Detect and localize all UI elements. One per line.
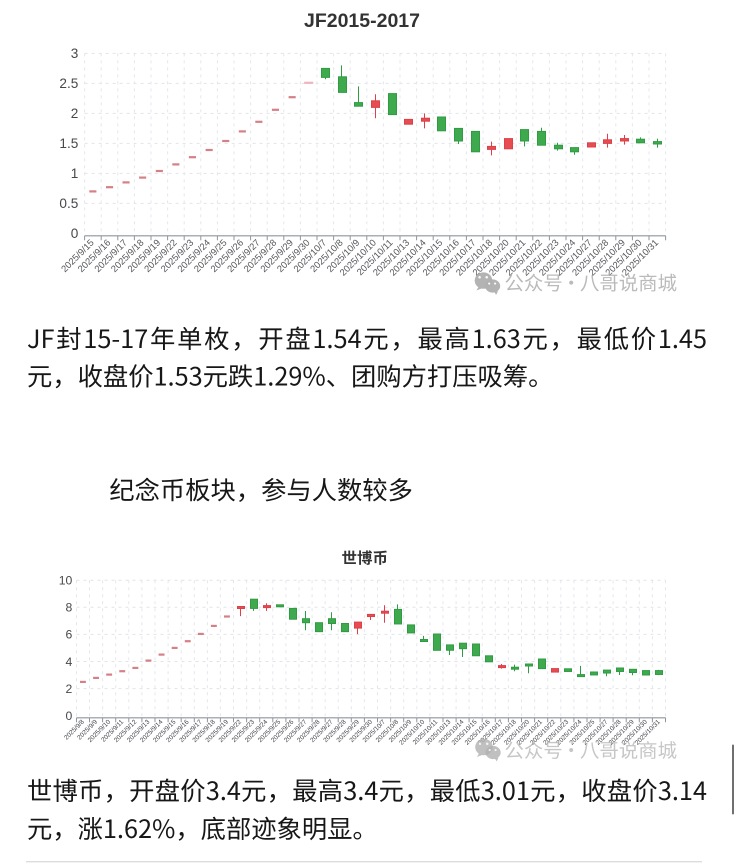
svg-text:6: 6 [66, 628, 73, 642]
svg-text:0.5: 0.5 [59, 196, 78, 211]
svg-text:4: 4 [66, 655, 73, 669]
svg-text:8: 8 [66, 601, 73, 615]
svg-text:2: 2 [71, 106, 79, 121]
svg-text:0: 0 [66, 709, 73, 723]
svg-text:10: 10 [59, 574, 73, 588]
svg-text:JF2015-2017: JF2015-2017 [304, 10, 420, 32]
svg-text:2: 2 [66, 682, 73, 696]
svg-text:0: 0 [71, 226, 79, 241]
svg-text:1: 1 [71, 166, 79, 181]
svg-text:1.5: 1.5 [59, 136, 78, 151]
svg-text:2.5: 2.5 [59, 76, 78, 91]
svg-text:3: 3 [71, 46, 79, 61]
